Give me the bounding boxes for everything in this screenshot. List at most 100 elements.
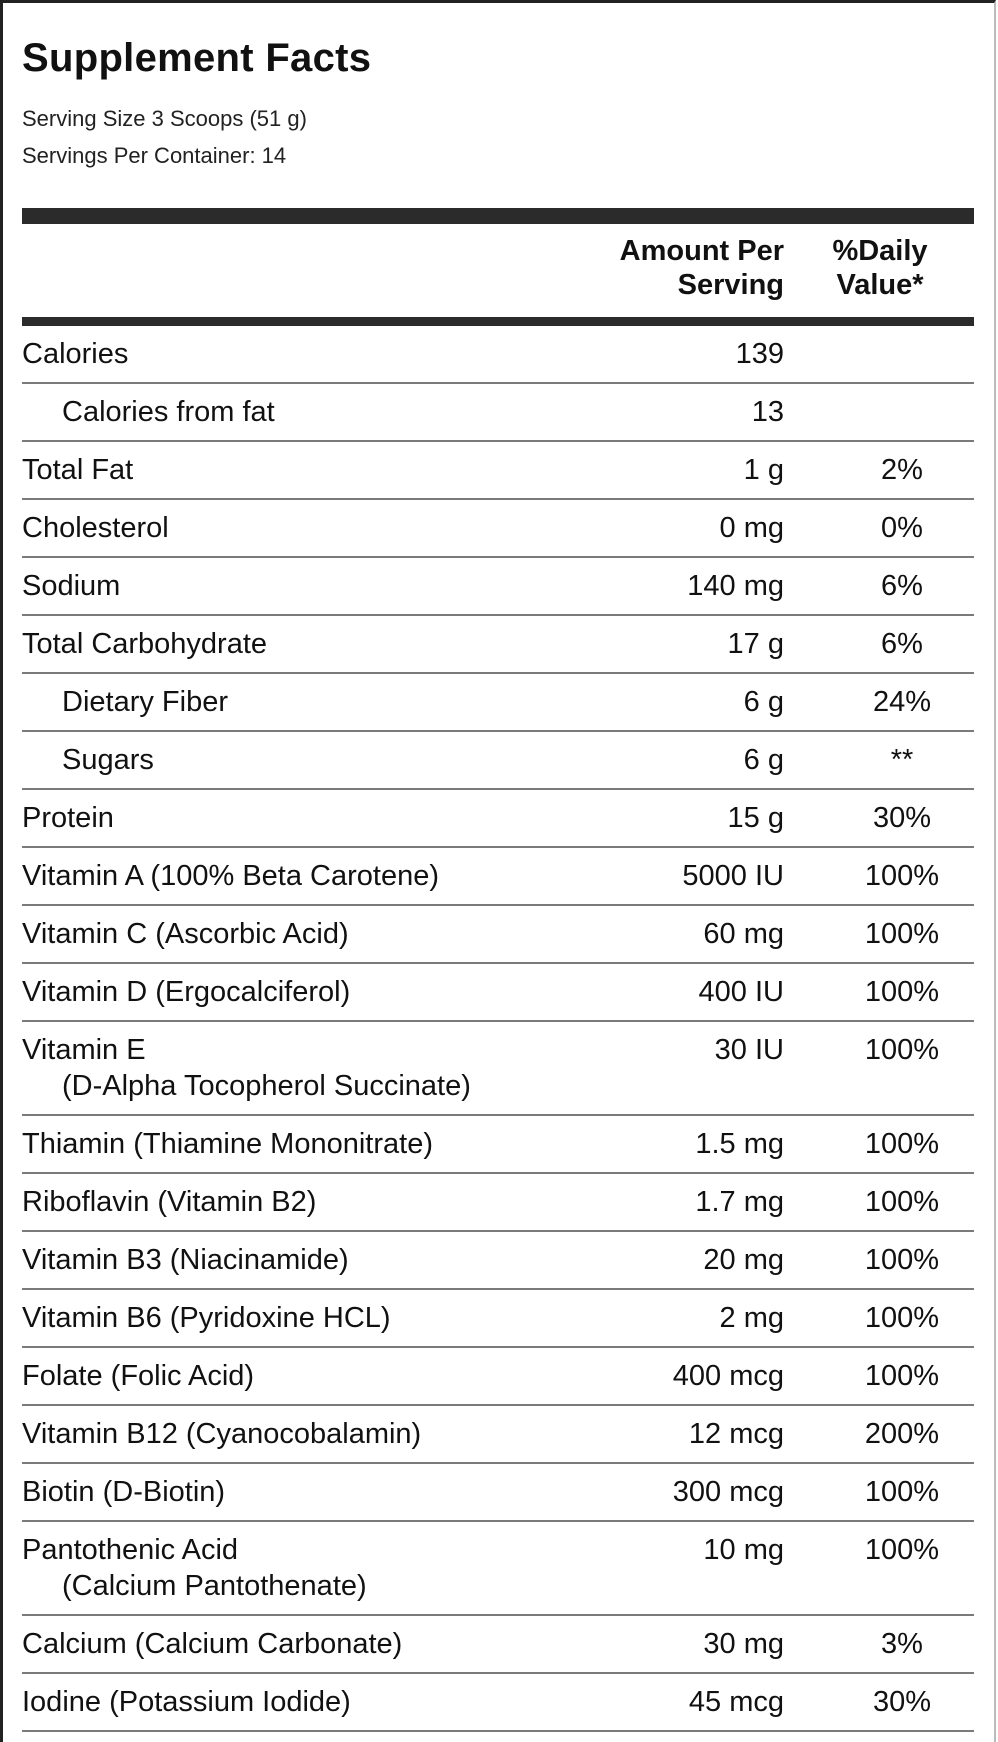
nutrient-amount: 15 g bbox=[727, 802, 784, 834]
dv-header-line1: %Daily bbox=[832, 235, 928, 267]
nutrient-row: Vitamin B12 (Cyanocobalamin) 12 mcg 200% bbox=[22, 1406, 974, 1464]
amount-header-line2: Serving bbox=[677, 269, 784, 301]
nutrient-name: Vitamin B6 (Pyridoxine HCL) bbox=[22, 1302, 391, 1334]
nutrient-amount: 140 mg bbox=[687, 570, 784, 602]
nutrient-row: Biotin (D-Biotin) 300 mcg 100% bbox=[22, 1464, 974, 1522]
nutrient-name: Vitamin C (Ascorbic Acid) bbox=[22, 918, 349, 950]
nutrient-row: Vitamin C (Ascorbic Acid) 60 mg 100% bbox=[22, 906, 974, 964]
nutrient-row: Calories from fat 13 bbox=[22, 384, 974, 442]
nutrient-name: Sodium bbox=[22, 570, 121, 602]
nutrient-daily-value: 100% bbox=[864, 1302, 940, 1334]
nutrient-amount: 400 IU bbox=[698, 976, 784, 1008]
nutrient-source: (Calcium Pantothenate) bbox=[62, 1570, 367, 1602]
nutrient-row: Sugars 6 g ** bbox=[22, 732, 974, 790]
nutrient-daily-value: 0% bbox=[881, 512, 923, 544]
nutrient-daily-value: 6% bbox=[881, 628, 923, 660]
nutrient-daily-value: 30% bbox=[872, 802, 932, 834]
nutrient-name: Calories bbox=[22, 338, 129, 370]
dv-header-line2: Value* bbox=[836, 269, 924, 301]
nutrient-amount: 45 mcg bbox=[688, 1686, 784, 1718]
nutrient-source: (D-Alpha Tocopherol Succinate) bbox=[62, 1070, 471, 1102]
nutrient-row: Folate (Folic Acid) 400 mcg 100% bbox=[22, 1348, 974, 1406]
nutrient-row: Riboflavin (Vitamin B2) 1.7 mg 100% bbox=[22, 1174, 974, 1232]
nutrient-amount: 20 mg bbox=[703, 1244, 784, 1276]
nutrient-name: Pantothenic Acid bbox=[22, 1534, 239, 1566]
nutrient-amount: 5000 IU bbox=[682, 860, 784, 892]
nutrient-daily-value: 100% bbox=[864, 1360, 940, 1392]
nutrient-name: Sugars bbox=[62, 744, 154, 776]
nutrient-row: Total Carbohydrate 17 g 6% bbox=[22, 616, 974, 674]
nutrient-amount: 1.7 mg bbox=[695, 1186, 784, 1218]
nutrient-amount: 1 g bbox=[743, 454, 784, 486]
nutrient-daily-value: 100% bbox=[864, 860, 940, 892]
nutrient-row: Vitamin B3 (Niacinamide) 20 mg 100% bbox=[22, 1232, 974, 1290]
nutrient-row: Vitamin E (D-Alpha Tocopherol Succinate) 3… bbox=[22, 1022, 974, 1116]
nutrient-name: Protein bbox=[22, 802, 114, 834]
nutrient-daily-value: 200% bbox=[864, 1418, 940, 1450]
nutrient-row: Vitamin D (Ergocalciferol) 400 IU 100% bbox=[22, 964, 974, 1022]
nutrient-amount: 13 bbox=[751, 396, 784, 428]
nutrient-name: Calories from fat bbox=[62, 396, 275, 428]
nutrient-table: Calories 139 Calories from fat 13 Total Fat 1… bbox=[22, 326, 974, 1732]
nutrient-amount: 10 mg bbox=[703, 1534, 784, 1566]
nutrient-row: Iodine (Potassium Iodide) 45 mcg 30% bbox=[22, 1674, 974, 1732]
nutrient-daily-value: 6% bbox=[881, 570, 923, 602]
nutrient-amount: 400 mcg bbox=[672, 1360, 784, 1392]
nutrient-daily-value: 2% bbox=[881, 454, 923, 486]
daily-value-header: %Daily Value* bbox=[800, 234, 960, 302]
nutrient-amount: 0 mg bbox=[719, 512, 784, 544]
nutrient-row: Vitamin A (100% Beta Carotene) 5000 IU 100… bbox=[22, 848, 974, 906]
nutrient-daily-value: 100% bbox=[864, 1186, 940, 1218]
serving-size: Serving Size 3 Scoops (51 g) bbox=[22, 106, 307, 131]
nutrient-row: Total Fat 1 g 2% bbox=[22, 442, 974, 500]
nutrient-row: Cholesterol 0 mg 0% bbox=[22, 500, 974, 558]
nutrient-name: Cholesterol bbox=[22, 512, 169, 544]
nutrient-row: Sodium 140 mg 6% bbox=[22, 558, 974, 616]
nutrient-name: Vitamin D (Ergocalciferol) bbox=[22, 976, 351, 1008]
nutrient-daily-value: 100% bbox=[864, 976, 940, 1008]
nutrient-amount: 2 mg bbox=[719, 1302, 784, 1334]
nutrient-amount: 30 mg bbox=[703, 1628, 784, 1660]
nutrient-name: Riboflavin (Vitamin B2) bbox=[22, 1186, 317, 1218]
amount-per-serving-header: Amount Per Serving bbox=[560, 234, 784, 302]
nutrient-name: Iodine (Potassium Iodide) bbox=[22, 1686, 351, 1718]
nutrient-row: Vitamin B6 (Pyridoxine HCL) 2 mg 100% bbox=[22, 1290, 974, 1348]
nutrient-name: Total Carbohydrate bbox=[22, 628, 268, 660]
nutrient-name: Vitamin B12 (Cyanocobalamin) bbox=[22, 1418, 422, 1450]
nutrient-daily-value: 3% bbox=[881, 1628, 923, 1660]
nutrient-amount: 6 g bbox=[743, 744, 784, 776]
header-divider-bar bbox=[22, 317, 974, 326]
nutrient-name: Thiamin (Thiamine Mononitrate) bbox=[22, 1128, 433, 1160]
nutrient-daily-value: 100% bbox=[864, 1244, 940, 1276]
nutrient-daily-value: 30% bbox=[872, 1686, 932, 1718]
nutrient-name: Vitamin A (100% Beta Carotene) bbox=[22, 860, 439, 892]
nutrient-amount: 12 mcg bbox=[688, 1418, 784, 1450]
nutrient-daily-value: 24% bbox=[872, 686, 932, 718]
nutrient-name: Dietary Fiber bbox=[62, 686, 228, 718]
nutrient-row: Calories 139 bbox=[22, 326, 974, 384]
nutrient-daily-value: 100% bbox=[864, 1534, 940, 1566]
nutrient-row: Calcium (Calcium Carbonate) 30 mg 3% bbox=[22, 1616, 974, 1674]
nutrient-name: Vitamin B3 (Niacinamide) bbox=[22, 1244, 349, 1276]
nutrient-amount: 17 g bbox=[727, 628, 784, 660]
nutrient-amount: 60 mg bbox=[703, 918, 784, 950]
nutrient-row: Thiamin (Thiamine Mononitrate) 1.5 mg 100% bbox=[22, 1116, 974, 1174]
nutrient-name: Calcium (Calcium Carbonate) bbox=[22, 1628, 403, 1660]
top-divider-bar bbox=[22, 208, 974, 224]
nutrient-name: Vitamin E bbox=[22, 1034, 146, 1066]
nutrient-name: Biotin (D-Biotin) bbox=[22, 1476, 226, 1508]
nutrient-daily-value: 100% bbox=[864, 918, 940, 950]
nutrient-daily-value: 100% bbox=[864, 1034, 940, 1066]
nutrient-row: Protein 15 g 30% bbox=[22, 790, 974, 848]
nutrient-amount: 139 bbox=[735, 338, 784, 370]
nutrient-amount: 30 IU bbox=[714, 1034, 784, 1066]
amount-header-line1: Amount Per bbox=[619, 235, 784, 267]
nutrient-amount: 1.5 mg bbox=[695, 1128, 784, 1160]
nutrient-name: Folate (Folic Acid) bbox=[22, 1360, 255, 1392]
label-title: Supplement Facts bbox=[22, 36, 372, 80]
nutrient-row: Pantothenic Acid (Calcium Pantothenate) 10… bbox=[22, 1522, 974, 1616]
nutrient-amount: 300 mcg bbox=[672, 1476, 784, 1508]
nutrient-daily-value: ** bbox=[890, 744, 914, 776]
servings-per-container: Servings Per Container: 14 bbox=[22, 143, 287, 168]
